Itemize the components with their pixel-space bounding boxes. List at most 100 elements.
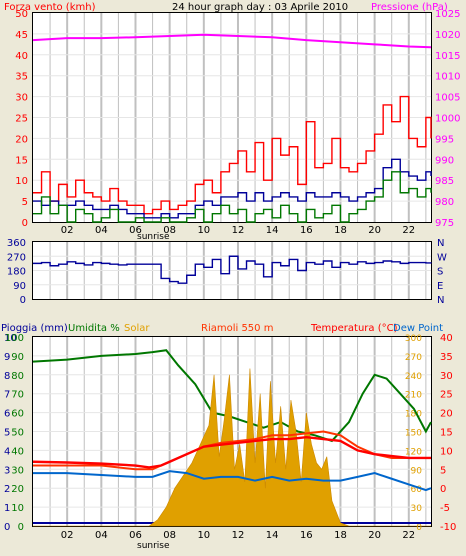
series-pressure [32, 33, 432, 49]
humidity-y-tick-label: 50 [11, 428, 24, 439]
rain-y-tick-label: 5 [4, 428, 10, 439]
wind-y-tick-label: 10 [15, 176, 28, 187]
x-tick-label-bottom: 18 [334, 530, 347, 541]
x-tick-label-bottom: 08 [163, 530, 176, 541]
temperature-y-tick-label: 0 [440, 484, 446, 495]
solar-y-tick-label: 180 [405, 410, 422, 420]
humidity-y-tick-label: 80 [11, 371, 24, 382]
wind-y-tick-label: 35 [15, 72, 28, 83]
solar-y-tick-label: 270 [405, 353, 422, 363]
solar-y-tick-label: 90 [411, 466, 423, 476]
wind-y-tick-label: 50 [15, 9, 28, 20]
humidity-y-tick-label: 20 [11, 484, 24, 495]
pressure-y-tick-label: 1025 [435, 9, 460, 20]
wind-y-tick-label: 30 [15, 93, 28, 104]
rain-y-tick-label: 1 [4, 503, 10, 514]
temperature-y-tick-label: 40 [440, 333, 453, 344]
pressure-y-tick-label: 975 [435, 218, 454, 229]
x-tick-label-top: 22 [402, 225, 415, 236]
direction-y-tick-label: 360 [7, 238, 26, 249]
rain-y-tick-label: 8 [4, 371, 10, 382]
pressure-y-tick-label: 980 [435, 197, 454, 208]
x-tick-label-top: 12 [232, 225, 245, 236]
x-tick-label-bottom: 12 [232, 530, 245, 541]
pressure-y-tick-label: 1020 [435, 30, 460, 41]
wind-y-tick-label: 0 [22, 218, 28, 229]
solar-y-tick-label: 30 [411, 504, 423, 514]
series-wind_min [33, 171, 432, 223]
wind-y-tick-label: 5 [22, 197, 28, 208]
direction-y-tick-label: 90 [13, 281, 26, 292]
pressure-y-tick-label: 985 [435, 176, 454, 187]
temperature-y-tick-label: 15 [440, 428, 453, 439]
solar-y-tick-label: 210 [405, 391, 422, 401]
sunrise-label-bottom: sunrise [137, 541, 170, 551]
series-temperature [32, 435, 431, 469]
compass-tick-label: E [437, 281, 443, 292]
compass-tick-label: N [437, 238, 444, 249]
pressure-y-tick-label: 1005 [435, 93, 460, 104]
x-tick-label-bottom: 22 [402, 530, 415, 541]
temperature-y-tick-label: 25 [440, 390, 453, 401]
solar-y-tick-label: 60 [411, 485, 423, 495]
temperature-y-tick-label: 30 [440, 371, 453, 382]
chart-title: 24 hour graph day : 03 Aprile 2010 [172, 2, 348, 13]
rain-y-tick-label: 7 [4, 390, 10, 401]
legend-rain: Pioggia (mm) [1, 323, 68, 334]
pressure-y-tick-label: 995 [435, 134, 454, 145]
direction-y-tick-label: 180 [7, 267, 26, 278]
x-tick-label-top: 16 [300, 225, 313, 236]
compass-tick-label: N [437, 295, 444, 306]
series-wind_avg [33, 158, 432, 219]
humidity-y-tick-label: 70 [11, 390, 24, 401]
rain-y-tick-label: 2 [4, 484, 10, 495]
x-tick-label-top: 04 [95, 225, 108, 236]
legend-humidity: Umidita % [68, 323, 120, 334]
series-wind-direction [33, 255, 432, 284]
humidity-y-tick-label: 60 [11, 409, 24, 420]
series-temp-riamoli [33, 430, 431, 471]
x-tick-label-top: 02 [61, 225, 74, 236]
series-solar [33, 368, 431, 527]
wind-y-tick-label: 20 [15, 134, 28, 145]
humidity-y-tick-label: 0 [18, 522, 24, 533]
rain-y-tick-label: 0 [4, 522, 10, 533]
temperature-y-tick-label: 20 [440, 409, 453, 420]
x-tick-label-top: 14 [266, 225, 279, 236]
legend-dew-point: Dew Point [393, 323, 443, 334]
wind-y-tick-label: 40 [15, 51, 28, 62]
x-tick-label-top: 20 [368, 225, 381, 236]
direction-y-tick-label: 270 [7, 252, 26, 263]
series-dew-point [33, 470, 432, 492]
sunrise-label-top: sunrise [137, 232, 170, 242]
rain-y-tick-label: 10 [4, 333, 17, 344]
solar-y-tick-label: 240 [405, 372, 422, 382]
solar-y-tick-label: 120 [405, 447, 422, 457]
x-tick-label-bottom: 06 [129, 530, 142, 541]
x-tick-label-bottom: 20 [368, 530, 381, 541]
rain-y-tick-label: 6 [4, 409, 10, 420]
humidity-y-tick-label: 90 [11, 352, 24, 363]
wind-y-tick-label: 15 [15, 155, 28, 166]
pressure-y-tick-label: 1015 [435, 51, 460, 62]
x-tick-label-bottom: 14 [266, 530, 279, 541]
legend-riamoli: Riamoli 550 m [201, 323, 273, 334]
x-tick-label-top: 08 [163, 225, 176, 236]
compass-tick-label: S [437, 267, 443, 278]
legend-solar: Solar [124, 323, 150, 334]
pressure-y-tick-label: 990 [435, 155, 454, 166]
wind-y-tick-label: 45 [15, 30, 28, 41]
pressure-axis-label: Pressione (hPa) [371, 2, 448, 13]
temperature-y-tick-label: 35 [440, 352, 453, 363]
humidity-y-tick-label: 30 [11, 465, 24, 476]
solar-y-tick-label: 0 [416, 523, 422, 533]
rain-y-tick-label: 3 [4, 465, 10, 476]
humidity-y-tick-label: 40 [11, 446, 24, 457]
x-tick-label-top: 10 [197, 225, 210, 236]
humidity-y-tick-label: 10 [11, 503, 24, 514]
x-tick-label-top: 18 [334, 225, 347, 236]
solar-y-tick-label: 300 [405, 334, 422, 344]
x-tick-label-bottom: 04 [95, 530, 108, 541]
x-tick-label-bottom: 02 [61, 530, 74, 541]
